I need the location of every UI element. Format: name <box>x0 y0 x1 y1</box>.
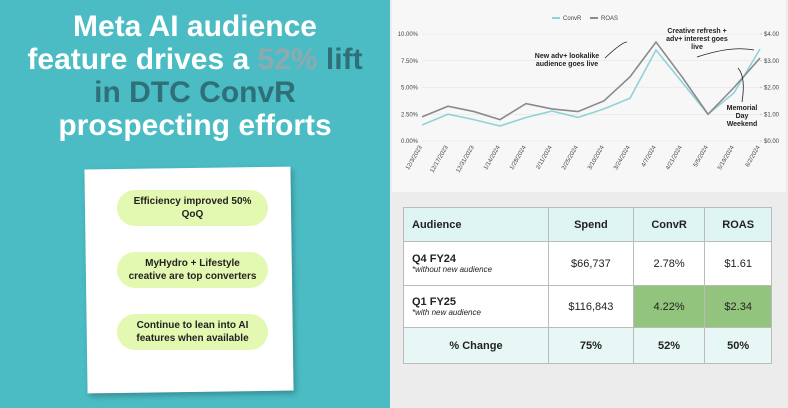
table-cell: $66,737 <box>548 241 634 286</box>
callout-pill: Continue to lean into AI features when a… <box>117 314 268 350</box>
table-row: Q4 FY24 *without new audience $66,737 2.78%… <box>403 241 772 286</box>
chart: 0.00% 2.50% 5.00% 7.50% 10.00% $0.00 $1.00 $2.0… <box>398 16 780 174</box>
header-cell: ROAS <box>704 207 772 242</box>
callout-pill: Efficiency improved 50% QoQ <box>117 190 268 226</box>
x-tick-label: 6/2/2024 <box>745 144 762 168</box>
x-tick-label: 3/24/2024 <box>613 144 632 171</box>
row-note: *with new audience <box>412 308 481 317</box>
table-cell: $116,843 <box>548 285 634 328</box>
y-tick-label: 10.00% <box>398 32 419 38</box>
x-tick-label: 5/5/2024 <box>693 144 710 168</box>
x-tick-label: 5/19/2024 <box>717 144 736 171</box>
annotation: New adv+ lookalike <box>535 53 599 60</box>
table-row: % Change 75% 52% 50% <box>403 327 772 364</box>
y2-tick-label: $3.00 <box>764 59 780 65</box>
y2-tick-label: $4.00 <box>764 32 780 38</box>
x-tick-label: 4/7/2024 <box>641 144 658 168</box>
y2-tick-label: $0.00 <box>764 139 780 145</box>
row-label-text: Q4 FY24 <box>412 253 457 265</box>
left-panel: Meta AI audience feature drives a 52% li… <box>0 0 390 408</box>
table-cell: 52% <box>632 327 706 364</box>
y-tick-label: 0.00% <box>401 139 419 145</box>
row-label-text: Q1 FY25 <box>412 296 457 308</box>
slide-title: Meta AI audience feature drives a 52% li… <box>20 10 370 142</box>
header-row: Audience Spend ConvR ROAS <box>403 207 772 242</box>
row-label: Q1 FY25 *with new audience <box>403 285 549 328</box>
x-tick-label: 12/31/2023 <box>456 144 477 174</box>
annotation-arrow <box>737 67 744 103</box>
title-part: lift in DTC ConvR <box>94 43 363 109</box>
x-tick-label: 1/28/2024 <box>509 144 528 171</box>
annotation: adv+ interest goes <box>666 36 728 43</box>
y2-tick-label: $1.00 <box>764 112 780 118</box>
annotation: Day <box>736 113 749 120</box>
chart-panel: 0.00% 2.50% 5.00% 7.50% 10.00% $0.00 $1.00 $2.0… <box>392 0 786 192</box>
x-tick-label: 4/21/2024 <box>665 144 684 171</box>
annotation: Creative refresh + <box>667 28 726 35</box>
header-cell: Spend <box>548 207 634 242</box>
row-label: Q4 FY24 *without new audience <box>403 241 549 286</box>
x-tick-label: 1/14/2024 <box>483 144 502 171</box>
annotation: audience goes live <box>536 61 598 68</box>
legend-label: ROAS <box>601 16 618 22</box>
row-label-text: % Change <box>449 339 503 352</box>
header-cell: ConvR <box>632 207 706 242</box>
table-row: Q1 FY25 *with new audience $116,843 4.22% $2… <box>403 285 772 328</box>
x-tick-label: 12/3/2023 <box>405 144 424 171</box>
table-cell: 50% <box>704 327 772 364</box>
x-tick-label: 3/10/2024 <box>587 144 606 171</box>
annotation-arrow <box>696 48 755 58</box>
series-line <box>421 40 761 121</box>
annotation: Weekend <box>727 121 758 128</box>
y2-tick-label: $2.00 <box>764 86 780 92</box>
x-tick-label: 2/11/2024 <box>535 144 554 170</box>
x-tick-label: 12/17/2023 <box>430 144 451 174</box>
table-cell: 4.22% <box>632 285 706 328</box>
title-part: prospecting efforts <box>58 109 332 142</box>
table-cell: 75% <box>548 327 634 364</box>
title-part: 52% <box>257 43 318 76</box>
table-cell: $1.61 <box>704 241 772 286</box>
y-tick-label: 2.50% <box>401 112 419 118</box>
legend-label: ConvR <box>563 16 582 22</box>
table-cell: 2.78% <box>632 241 706 286</box>
row-label: % Change <box>403 327 549 364</box>
y-tick-label: 5.00% <box>401 86 419 92</box>
x-tick-label: 2/25/2024 <box>561 144 580 171</box>
results-table: Audience Spend ConvR ROAS Q4 FY24 *without ne… <box>403 207 772 364</box>
table-cell: $2.34 <box>704 285 772 328</box>
annotation: Memorial <box>727 105 758 112</box>
row-note: *without new audience <box>412 265 493 274</box>
title-part: Meta AI audience feature drives a <box>27 10 317 76</box>
y-tick-label: 7.50% <box>401 59 419 65</box>
annotation-arrow <box>604 41 628 59</box>
callout-pill: MyHydro + Lifestyle creative are top con… <box>117 252 268 288</box>
header-cell: Audience <box>403 207 549 242</box>
annotation: live <box>691 44 703 51</box>
